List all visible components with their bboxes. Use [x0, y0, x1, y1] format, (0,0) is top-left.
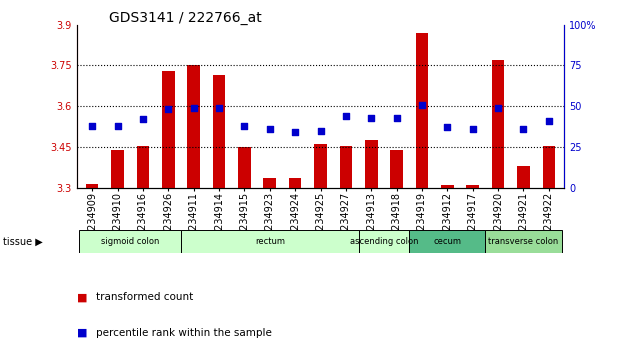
Text: GDS3141 / 222766_at: GDS3141 / 222766_at	[109, 11, 262, 25]
Point	[468, 126, 478, 132]
Bar	[390, 150, 403, 188]
Text: sigmoid colon: sigmoid colon	[101, 237, 160, 246]
Text: ■: ■	[77, 328, 87, 338]
Text: cecum: cecum	[433, 237, 462, 246]
Bar	[111, 150, 124, 188]
Text: ■: ■	[77, 292, 87, 302]
Text: tissue ▶: tissue ▶	[3, 236, 43, 247]
Text: transformed count: transformed count	[96, 292, 194, 302]
Bar	[79, 230, 181, 253]
Point	[214, 105, 224, 111]
Point	[188, 105, 199, 111]
Bar	[137, 145, 149, 188]
Point	[392, 115, 402, 120]
Text: transverse colon: transverse colon	[488, 237, 558, 246]
Bar	[289, 178, 301, 188]
Point	[163, 107, 173, 112]
Bar	[358, 230, 410, 253]
Point	[417, 102, 427, 107]
Point	[290, 130, 300, 135]
Point	[493, 105, 503, 111]
Point	[87, 123, 97, 129]
Point	[315, 128, 326, 133]
Point	[366, 115, 376, 120]
Text: percentile rank within the sample: percentile rank within the sample	[96, 328, 272, 338]
Point	[341, 113, 351, 119]
Bar	[263, 178, 276, 188]
Bar	[441, 185, 454, 188]
Bar	[542, 145, 555, 188]
Bar	[86, 183, 99, 188]
Text: ascending colon: ascending colon	[350, 237, 418, 246]
Bar	[365, 140, 378, 188]
Point	[138, 116, 148, 122]
Bar	[492, 60, 504, 188]
Point	[544, 118, 554, 124]
Point	[112, 123, 122, 129]
Bar	[485, 230, 562, 253]
Bar	[517, 166, 530, 188]
Bar	[415, 33, 428, 188]
Bar	[213, 75, 226, 188]
Bar	[410, 230, 485, 253]
Bar	[314, 144, 327, 188]
Bar	[467, 185, 479, 188]
Text: rectum: rectum	[254, 237, 285, 246]
Bar	[238, 147, 251, 188]
Point	[442, 125, 453, 130]
Point	[265, 126, 275, 132]
Bar	[181, 230, 358, 253]
Bar	[340, 145, 352, 188]
Bar	[162, 71, 174, 188]
Point	[519, 126, 529, 132]
Bar	[187, 65, 200, 188]
Point	[239, 123, 249, 129]
